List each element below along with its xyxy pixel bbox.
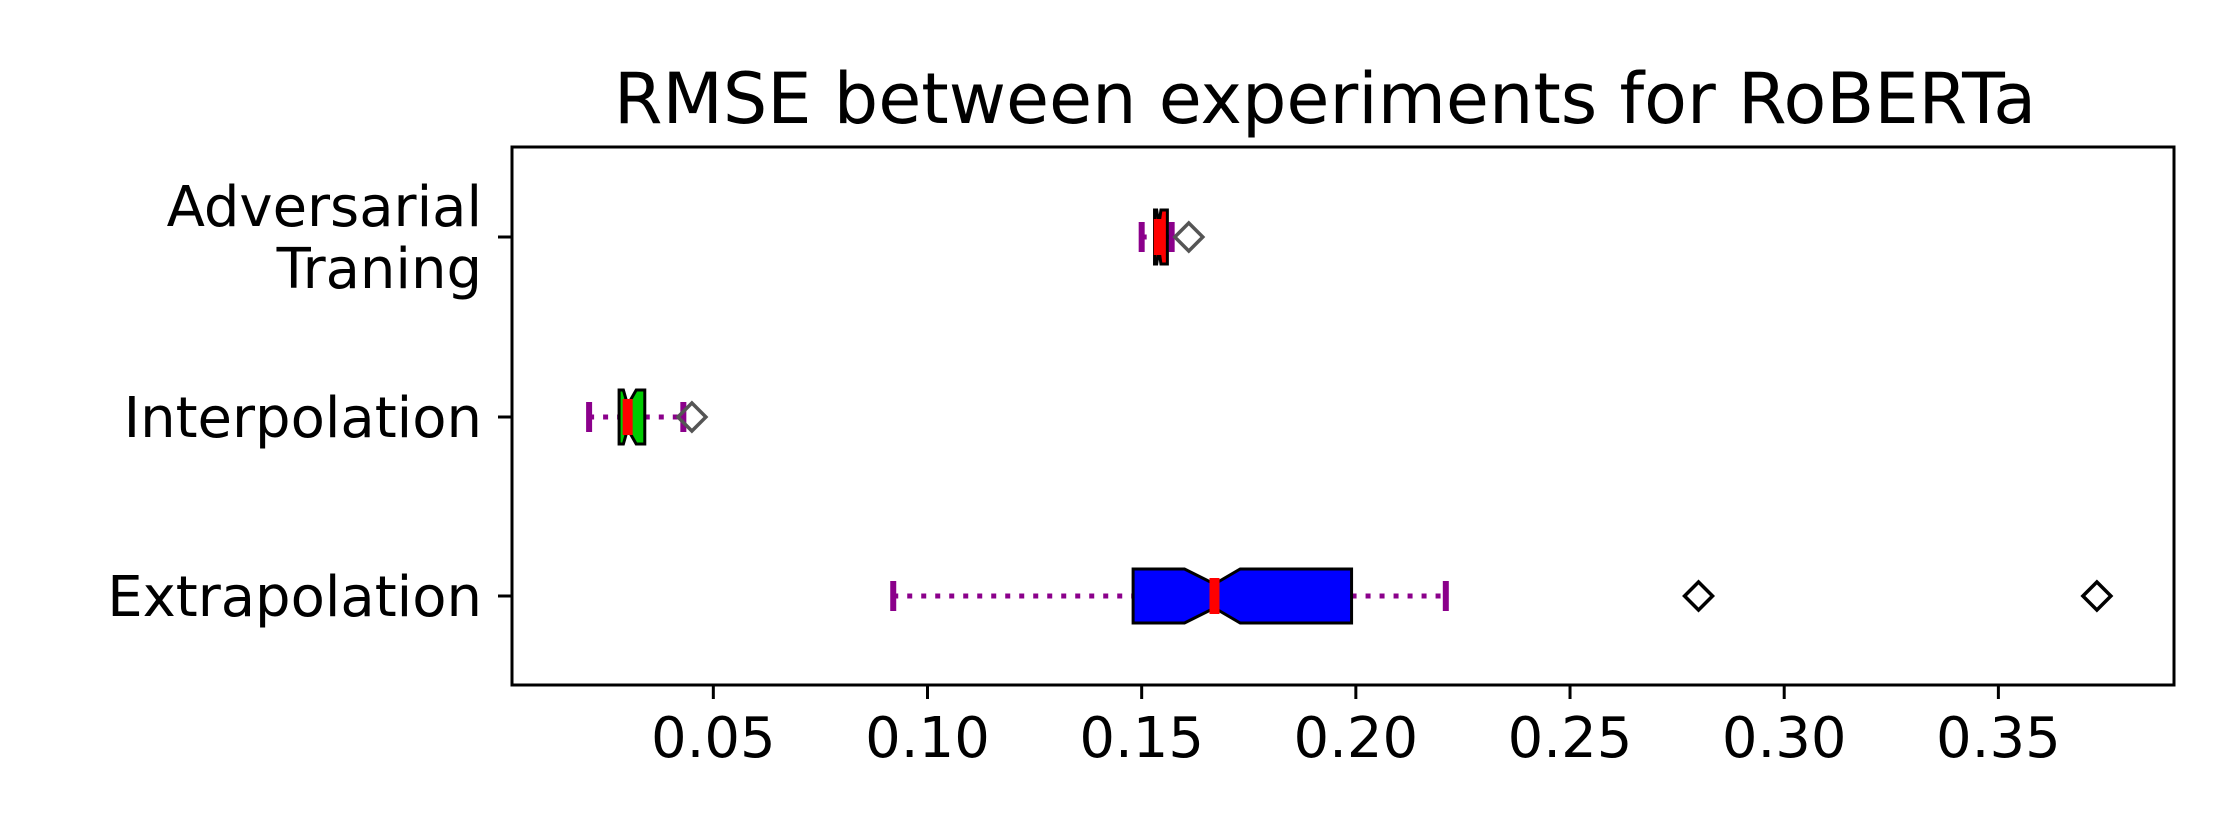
x-tick-label: 0.35 xyxy=(1936,706,2061,771)
outlier-marker xyxy=(1172,220,1206,254)
y-tick-label: Extrapolation xyxy=(107,565,482,630)
chart-title: RMSE between experiments for RoBERTa xyxy=(614,58,2036,140)
box-body xyxy=(1131,567,1354,625)
box-group xyxy=(586,388,709,446)
outlier-marker xyxy=(675,400,709,434)
x-tick-label: 0.25 xyxy=(1508,706,1633,771)
box-series xyxy=(586,208,2114,625)
box-group xyxy=(1138,208,1206,266)
y-tick-label: Interpolation xyxy=(124,386,482,451)
x-tick-label: 0.20 xyxy=(1294,706,1419,771)
box-group xyxy=(890,567,2114,625)
x-tick-label: 0.15 xyxy=(1079,706,1204,771)
x-axis-ticks: 0.05 0.10 0.15 0.20 0.25 0.30 0.35 xyxy=(651,685,2061,771)
y-tick-label: Traning xyxy=(276,237,482,302)
x-tick-label: 0.10 xyxy=(865,706,990,771)
x-tick-label: 0.30 xyxy=(1722,706,1847,771)
y-tick-label: Adversarial xyxy=(167,175,482,240)
x-tick-label: 0.05 xyxy=(651,706,776,771)
outlier-marker xyxy=(2080,579,2114,613)
outlier-marker xyxy=(1682,579,1716,613)
